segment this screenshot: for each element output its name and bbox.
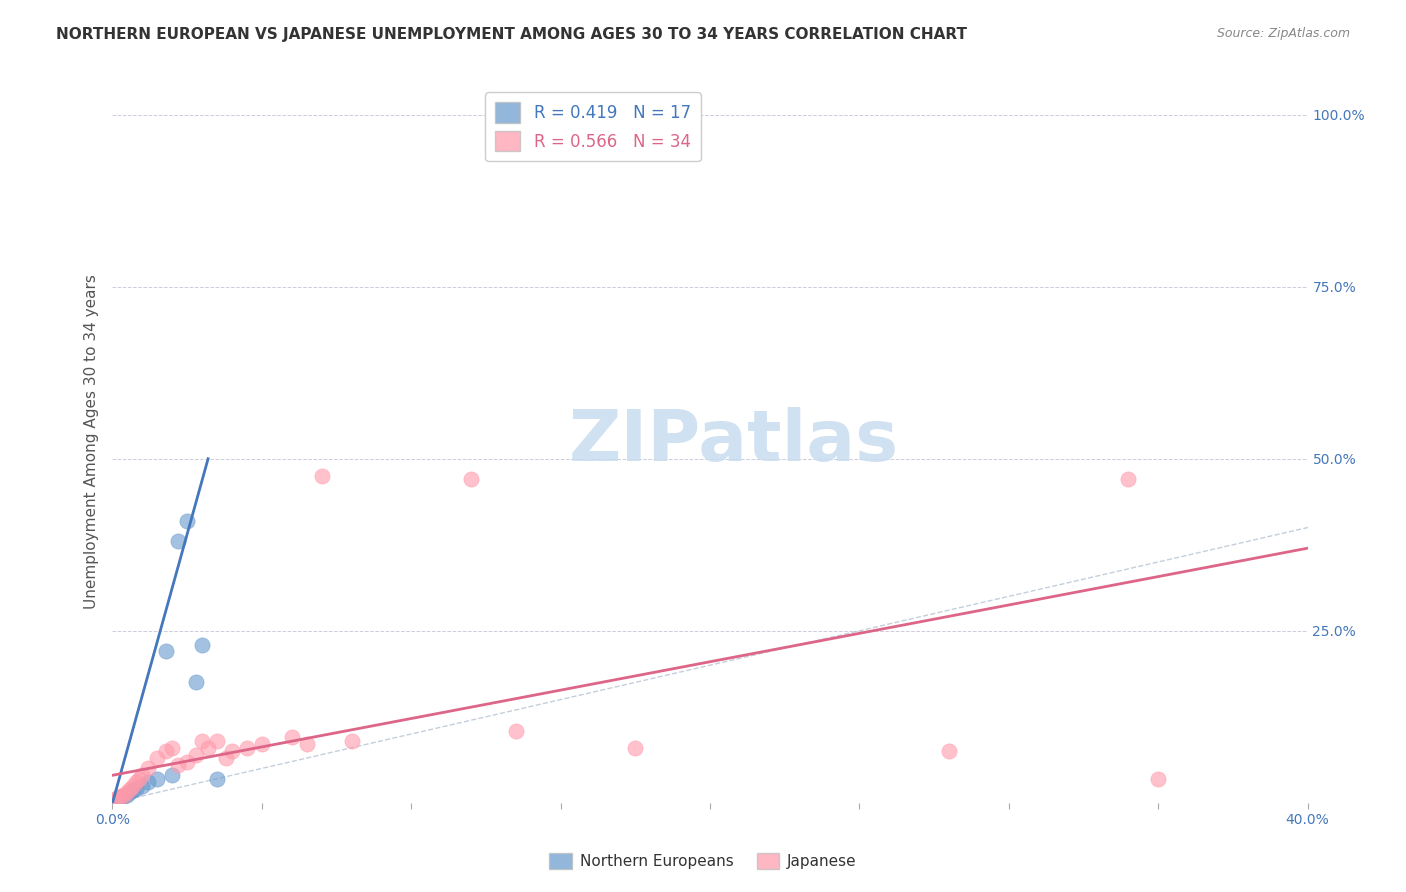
Point xyxy=(146,772,169,786)
Point xyxy=(236,740,259,755)
Point xyxy=(107,790,129,805)
Point xyxy=(146,751,169,765)
Point xyxy=(205,734,228,748)
Point xyxy=(128,772,150,786)
Point xyxy=(295,737,318,751)
Point xyxy=(186,675,208,690)
Point xyxy=(340,734,363,748)
Point xyxy=(114,789,135,803)
Point xyxy=(191,638,214,652)
Point xyxy=(120,782,142,797)
Point xyxy=(138,775,160,789)
Point xyxy=(162,768,183,782)
Point xyxy=(122,779,145,793)
Point xyxy=(186,747,208,762)
Point xyxy=(176,755,198,769)
Point xyxy=(114,788,135,802)
Point xyxy=(250,737,273,751)
Point xyxy=(120,785,142,799)
Point xyxy=(131,779,153,793)
Point xyxy=(167,758,190,772)
Point xyxy=(117,788,139,802)
Point xyxy=(107,792,129,806)
Point xyxy=(125,775,148,789)
Point xyxy=(138,761,160,775)
Point xyxy=(281,731,304,745)
Point xyxy=(205,772,228,786)
Legend: R = 0.419   N = 17, R = 0.566   N = 34: R = 0.419 N = 17, R = 0.566 N = 34 xyxy=(485,92,700,161)
Point xyxy=(155,744,177,758)
Point xyxy=(110,789,132,803)
Point xyxy=(117,785,139,799)
Point xyxy=(191,734,214,748)
Point xyxy=(162,740,183,755)
Point xyxy=(215,751,238,765)
Point xyxy=(624,740,647,755)
Point xyxy=(505,723,527,738)
Point xyxy=(1118,472,1140,486)
Point xyxy=(221,744,243,758)
Point xyxy=(1147,772,1170,786)
Point xyxy=(110,790,132,805)
Point xyxy=(131,768,153,782)
Text: Source: ZipAtlas.com: Source: ZipAtlas.com xyxy=(1216,27,1350,40)
Point xyxy=(460,472,482,486)
Point xyxy=(167,534,190,549)
Point xyxy=(176,514,198,528)
Point xyxy=(122,783,145,797)
Point xyxy=(311,469,333,483)
Legend: Northern Europeans, Japanese: Northern Europeans, Japanese xyxy=(543,847,863,875)
Point xyxy=(125,782,148,797)
Point xyxy=(104,792,127,806)
Text: ZIPatlas: ZIPatlas xyxy=(569,407,898,476)
Point xyxy=(155,644,177,658)
Y-axis label: Unemployment Among Ages 30 to 34 years: Unemployment Among Ages 30 to 34 years xyxy=(83,274,98,609)
Point xyxy=(938,744,960,758)
Text: NORTHERN EUROPEAN VS JAPANESE UNEMPLOYMENT AMONG AGES 30 TO 34 YEARS CORRELATION: NORTHERN EUROPEAN VS JAPANESE UNEMPLOYME… xyxy=(56,27,967,42)
Point xyxy=(197,740,219,755)
